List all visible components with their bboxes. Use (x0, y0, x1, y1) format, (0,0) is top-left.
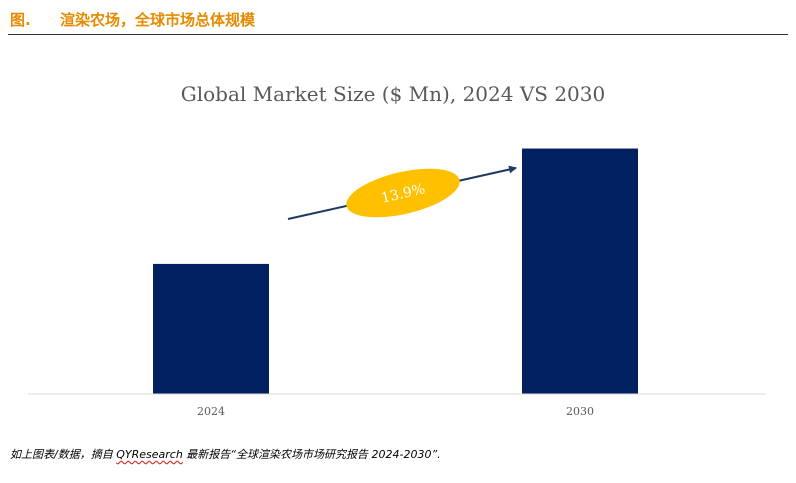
bar-chart: Global Market Size ($ Mn), 2024 VS 2030 … (28, 82, 766, 418)
source-brand: QYResearch (116, 448, 183, 461)
growth-badge (346, 168, 460, 218)
source-prefix: 如上图表/数据，摘自 (10, 448, 113, 461)
figure-title-text: 渲染农场，全球市场总体规模 (60, 11, 256, 29)
source-suffix: 最新报告“全球渲染农场市场研究报告 2024-2030”. (186, 448, 441, 461)
source-note: 如上图表/数据，摘自 QYResearch 最新报告“全球渲染农场市场研究报告 … (10, 446, 441, 462)
figure-label: 图. (10, 11, 31, 29)
chart-title: Global Market Size ($ Mn), 2024 VS 2030 (181, 82, 605, 106)
bar-2030 (522, 148, 638, 394)
figure-title: 图. 渲染农场，全球市场总体规模 (10, 9, 255, 30)
x-tick-label-2030: 2030 (566, 405, 594, 418)
x-tick-labels: 2024 2030 (197, 405, 594, 418)
x-tick-label-2024: 2024 (197, 405, 225, 418)
bar-2024 (153, 263, 269, 394)
bars-group (153, 148, 638, 394)
title-divider (8, 34, 788, 35)
